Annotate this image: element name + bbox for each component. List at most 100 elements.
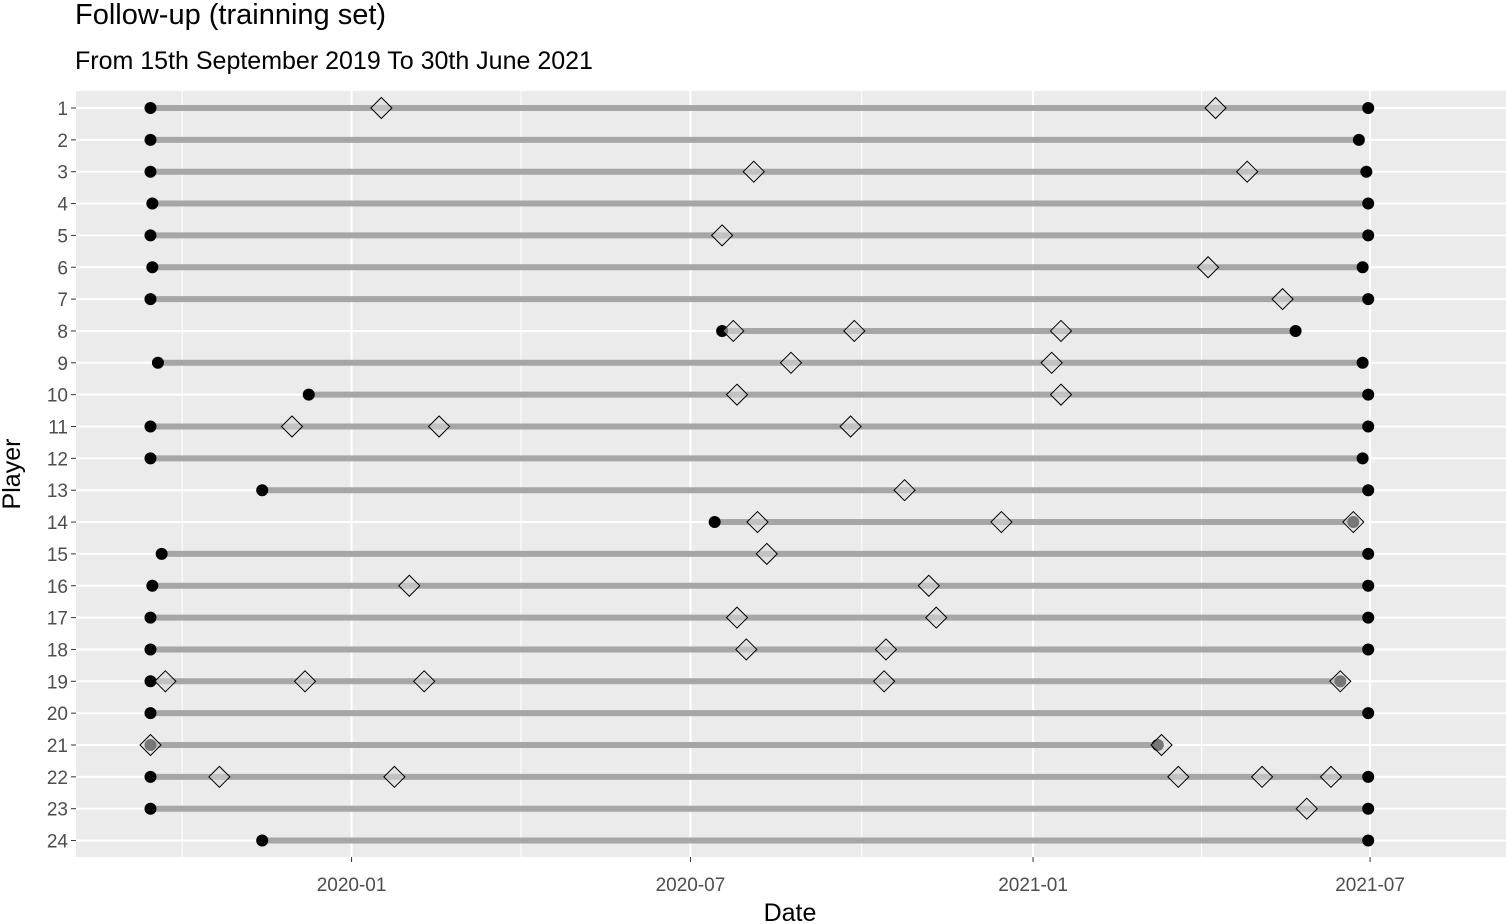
end-point	[1289, 324, 1302, 337]
start-point	[144, 102, 157, 114]
start-point	[146, 579, 159, 592]
event-marker	[208, 765, 231, 789]
y-tick-label: 23	[47, 800, 68, 821]
event-marker	[755, 542, 779, 566]
y-tick-label: 9	[57, 354, 68, 375]
event-marker	[779, 351, 803, 375]
end-point	[1362, 611, 1375, 624]
y-tick-label: 1	[57, 99, 68, 120]
event-marker	[874, 638, 898, 661]
event-marker	[1040, 351, 1063, 375]
start-point	[155, 547, 168, 560]
start-point	[144, 675, 157, 688]
chart-subtitle: From 15th September 2019 To 30th June 20…	[75, 47, 593, 75]
y-tick-label: 13	[47, 481, 68, 502]
x-tick-label: 2021-01	[998, 875, 1068, 896]
start-point	[144, 707, 157, 720]
x-tick-label: 2021-07	[1335, 875, 1405, 896]
event-marker	[1049, 319, 1073, 343]
y-tick-label: 18	[47, 640, 68, 661]
end-point	[1360, 165, 1373, 178]
end-point	[1362, 420, 1375, 433]
follow-up-endpoints	[144, 102, 1375, 847]
y-tick-label: 19	[47, 672, 68, 693]
end-point	[1362, 579, 1375, 592]
event-marker	[1295, 797, 1318, 820]
y-tick-label: 10	[47, 386, 68, 407]
event-marker	[383, 765, 406, 789]
end-point	[1362, 484, 1375, 497]
event-marker	[742, 160, 765, 183]
event-marker	[746, 510, 769, 534]
end-point	[1356, 356, 1369, 369]
event-marker	[1235, 160, 1259, 183]
x-axis: 2020-01 2020-07 2021-01 2021-07	[317, 857, 1405, 896]
end-point	[1356, 261, 1369, 274]
event-marker	[917, 574, 940, 597]
y-tick-label: 15	[47, 545, 68, 566]
event-marker	[722, 319, 745, 343]
y-tick-label: 6	[57, 258, 68, 279]
x-tick-label: 2020-07	[656, 875, 726, 896]
event-marker	[1204, 96, 1227, 120]
event-marker	[839, 415, 862, 438]
y-tick-label: 8	[57, 322, 68, 343]
event-marker	[735, 638, 758, 661]
y-tick-label: 5	[57, 226, 68, 247]
end-point	[1362, 707, 1375, 720]
y-tick-label: 2	[57, 131, 68, 152]
end-point	[1362, 197, 1375, 210]
event-marker	[1250, 765, 1274, 789]
event-marker	[872, 670, 896, 693]
event-marker	[154, 670, 177, 693]
event-marker	[280, 415, 304, 438]
y-tick-label: 17	[47, 609, 68, 630]
event-marker	[1196, 256, 1220, 279]
start-point	[144, 229, 157, 242]
start-point	[144, 802, 157, 815]
end-point	[1362, 388, 1375, 401]
event-marker	[139, 733, 162, 757]
start-point	[256, 484, 269, 497]
plot-panel	[76, 91, 1506, 857]
start-point	[146, 261, 159, 274]
event-marker	[293, 670, 317, 693]
event-marker	[1150, 733, 1173, 757]
x-axis-title: Date	[764, 899, 817, 924]
y-tick-label: 16	[47, 577, 68, 598]
end-point	[1362, 547, 1375, 560]
event-marker	[1319, 765, 1343, 789]
x-tick-label: 2020-01	[317, 875, 387, 896]
end-point	[1362, 834, 1375, 847]
start-point	[151, 356, 164, 369]
end-point	[1362, 802, 1375, 815]
event-marker	[1342, 510, 1365, 534]
event-marker	[710, 224, 734, 247]
start-point	[144, 133, 157, 146]
end-point	[1362, 102, 1375, 114]
start-point	[146, 197, 159, 210]
y-tick-label: 20	[47, 704, 68, 725]
event-marker	[1271, 287, 1294, 311]
start-point	[144, 420, 157, 433]
y-tick-label: 12	[47, 449, 68, 470]
event-marker	[725, 606, 749, 629]
start-point	[144, 611, 157, 624]
end-point	[1352, 133, 1365, 146]
start-point	[144, 293, 157, 306]
event-marker	[398, 574, 421, 597]
event-marker	[843, 319, 866, 343]
start-point	[144, 770, 157, 783]
event-marker	[990, 510, 1013, 534]
start-point	[144, 165, 157, 178]
end-point	[1362, 770, 1375, 783]
y-tick-label: 21	[47, 736, 68, 757]
chart-title: Follow-up (trainning set)	[75, 0, 386, 31]
end-point	[1362, 229, 1375, 242]
y-tick-label: 7	[57, 290, 68, 311]
start-point	[708, 516, 721, 529]
event-markers	[139, 96, 1365, 820]
event-marker	[725, 383, 749, 406]
